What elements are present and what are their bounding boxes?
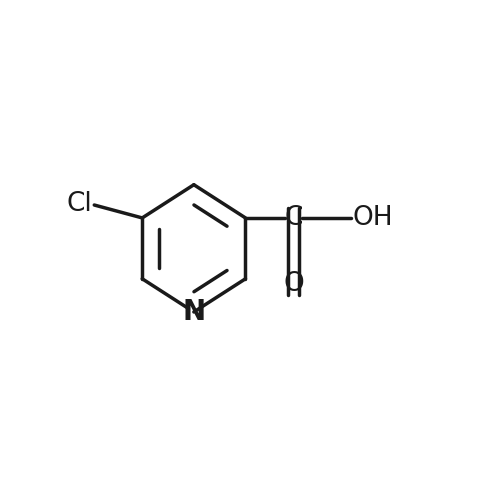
Text: C: C: [284, 205, 303, 231]
Text: O: O: [283, 271, 304, 297]
Text: OH: OH: [353, 205, 393, 231]
Text: Cl: Cl: [67, 191, 92, 217]
Text: N: N: [182, 298, 205, 326]
